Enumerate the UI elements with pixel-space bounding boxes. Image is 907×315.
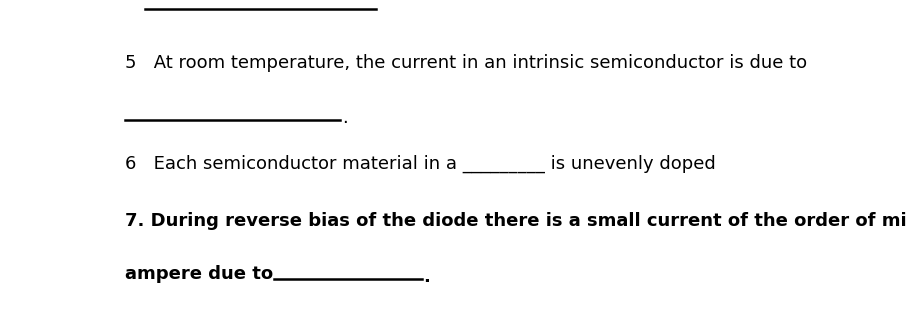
- Text: .: .: [342, 109, 347, 127]
- Text: 5   At room temperature, the current in an intrinsic semiconductor is due to: 5 At room temperature, the current in an…: [125, 54, 807, 72]
- Text: 6   Each semiconductor material in a _________ is unevenly doped: 6 Each semiconductor material in a _____…: [125, 155, 716, 173]
- Text: .: .: [424, 268, 431, 286]
- Text: ampere due to: ampere due to: [125, 265, 273, 283]
- Text: 7. During reverse bias of the diode there is a small current of the order of mic: 7. During reverse bias of the diode ther…: [125, 211, 907, 230]
